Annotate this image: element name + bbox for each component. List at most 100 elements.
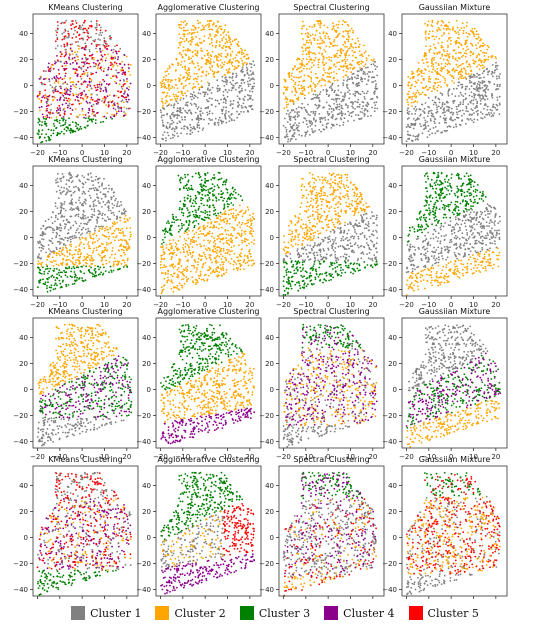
scatter-point [181, 270, 184, 273]
scatter-point [90, 254, 93, 257]
scatter-point [82, 243, 85, 246]
scatter-point [455, 43, 457, 45]
scatter-point [83, 256, 86, 258]
scatter-point [167, 87, 170, 89]
scatter-point [454, 95, 457, 98]
scatter-point [123, 96, 126, 99]
scatter-point [354, 94, 356, 97]
scatter-point [128, 217, 131, 220]
scatter-point [61, 78, 64, 80]
scatter-point [465, 52, 468, 55]
scatter-point [61, 65, 64, 68]
scatter-point [47, 256, 50, 259]
scatter-point [43, 270, 46, 273]
scatter-point [59, 98, 62, 100]
scatter-point [406, 109, 409, 112]
scatter-point [209, 19, 211, 22]
scatter-point [124, 89, 126, 92]
scatter-point [236, 95, 239, 98]
scatter-point [359, 111, 362, 113]
scatter-point [351, 105, 353, 108]
scatter-point [308, 56, 311, 58]
scatter-point [113, 61, 116, 64]
scatter-point [425, 127, 427, 129]
scatter-point [470, 69, 472, 72]
scatter-point [106, 249, 109, 251]
scatter-point [225, 100, 227, 102]
scatter-point [176, 114, 179, 117]
scatter-point [427, 33, 430, 35]
scatter-point [124, 253, 126, 256]
scatter-point [114, 260, 117, 263]
scatter-point [101, 258, 104, 261]
scatter-point [320, 37, 322, 40]
scatter-point [428, 106, 430, 109]
scatter-point [490, 115, 493, 118]
scatter-point [208, 56, 210, 59]
scatter-point [117, 201, 119, 203]
scatter-point [325, 101, 328, 104]
scatter-point [335, 52, 338, 55]
scatter-point [179, 64, 182, 66]
scatter-point [211, 65, 214, 68]
scatter-point [344, 60, 347, 63]
scatter-point [61, 249, 63, 252]
scatter-point [176, 132, 179, 135]
scatter-point [99, 254, 101, 257]
scatter-point [70, 245, 72, 248]
scatter-point [327, 80, 330, 83]
scatter-point [241, 49, 244, 52]
scatter-point [498, 85, 501, 88]
scatter-point [431, 60, 433, 63]
scatter-point [293, 135, 295, 138]
scatter-point [84, 215, 86, 217]
scatter-point [467, 119, 470, 121]
scatter-point [60, 238, 63, 241]
scatter-point [69, 244, 71, 246]
scatter-point [472, 53, 474, 56]
scatter-point [198, 124, 201, 127]
scatter-point [117, 90, 119, 93]
scatter-point [420, 81, 423, 84]
scatter-point [370, 98, 372, 100]
scatter-point [296, 111, 299, 114]
scatter-point [452, 67, 455, 70]
scatter-point [193, 205, 195, 208]
scatter-point [57, 264, 60, 266]
scatter-point [250, 241, 253, 244]
scatter-point [58, 234, 61, 237]
scatter-point [355, 91, 358, 93]
scatter-point [232, 79, 234, 82]
scatter-point [314, 130, 316, 132]
scatter-point [123, 246, 125, 249]
scatter-point [91, 120, 94, 123]
scatter-point [203, 118, 205, 121]
scatter-point [354, 46, 357, 49]
scatter-point [66, 99, 69, 102]
scatter-point [434, 126, 437, 128]
scatter-point [185, 95, 188, 97]
scatter-point [65, 179, 68, 181]
scatter-point [210, 28, 213, 31]
scatter-point [170, 104, 173, 107]
scatter-point [183, 205, 185, 208]
scatter-point [58, 243, 61, 245]
scatter-point [483, 81, 486, 83]
scatter-point [411, 95, 413, 98]
scatter-point [322, 32, 325, 35]
scatter-point [107, 209, 110, 212]
scatter-point [448, 106, 451, 109]
scatter-point [74, 51, 76, 53]
scatter-point [192, 25, 195, 27]
scatter-point [100, 69, 103, 71]
scatter-point [473, 96, 476, 99]
scatter-point [71, 92, 74, 95]
scatter-point [181, 112, 183, 114]
scatter-point [209, 66, 211, 69]
scatter-point [439, 115, 442, 118]
scatter-point [468, 79, 471, 82]
scatter-point [98, 62, 101, 65]
scatter-point [303, 117, 305, 119]
scatter-point [428, 78, 430, 80]
scatter-point [285, 106, 288, 108]
